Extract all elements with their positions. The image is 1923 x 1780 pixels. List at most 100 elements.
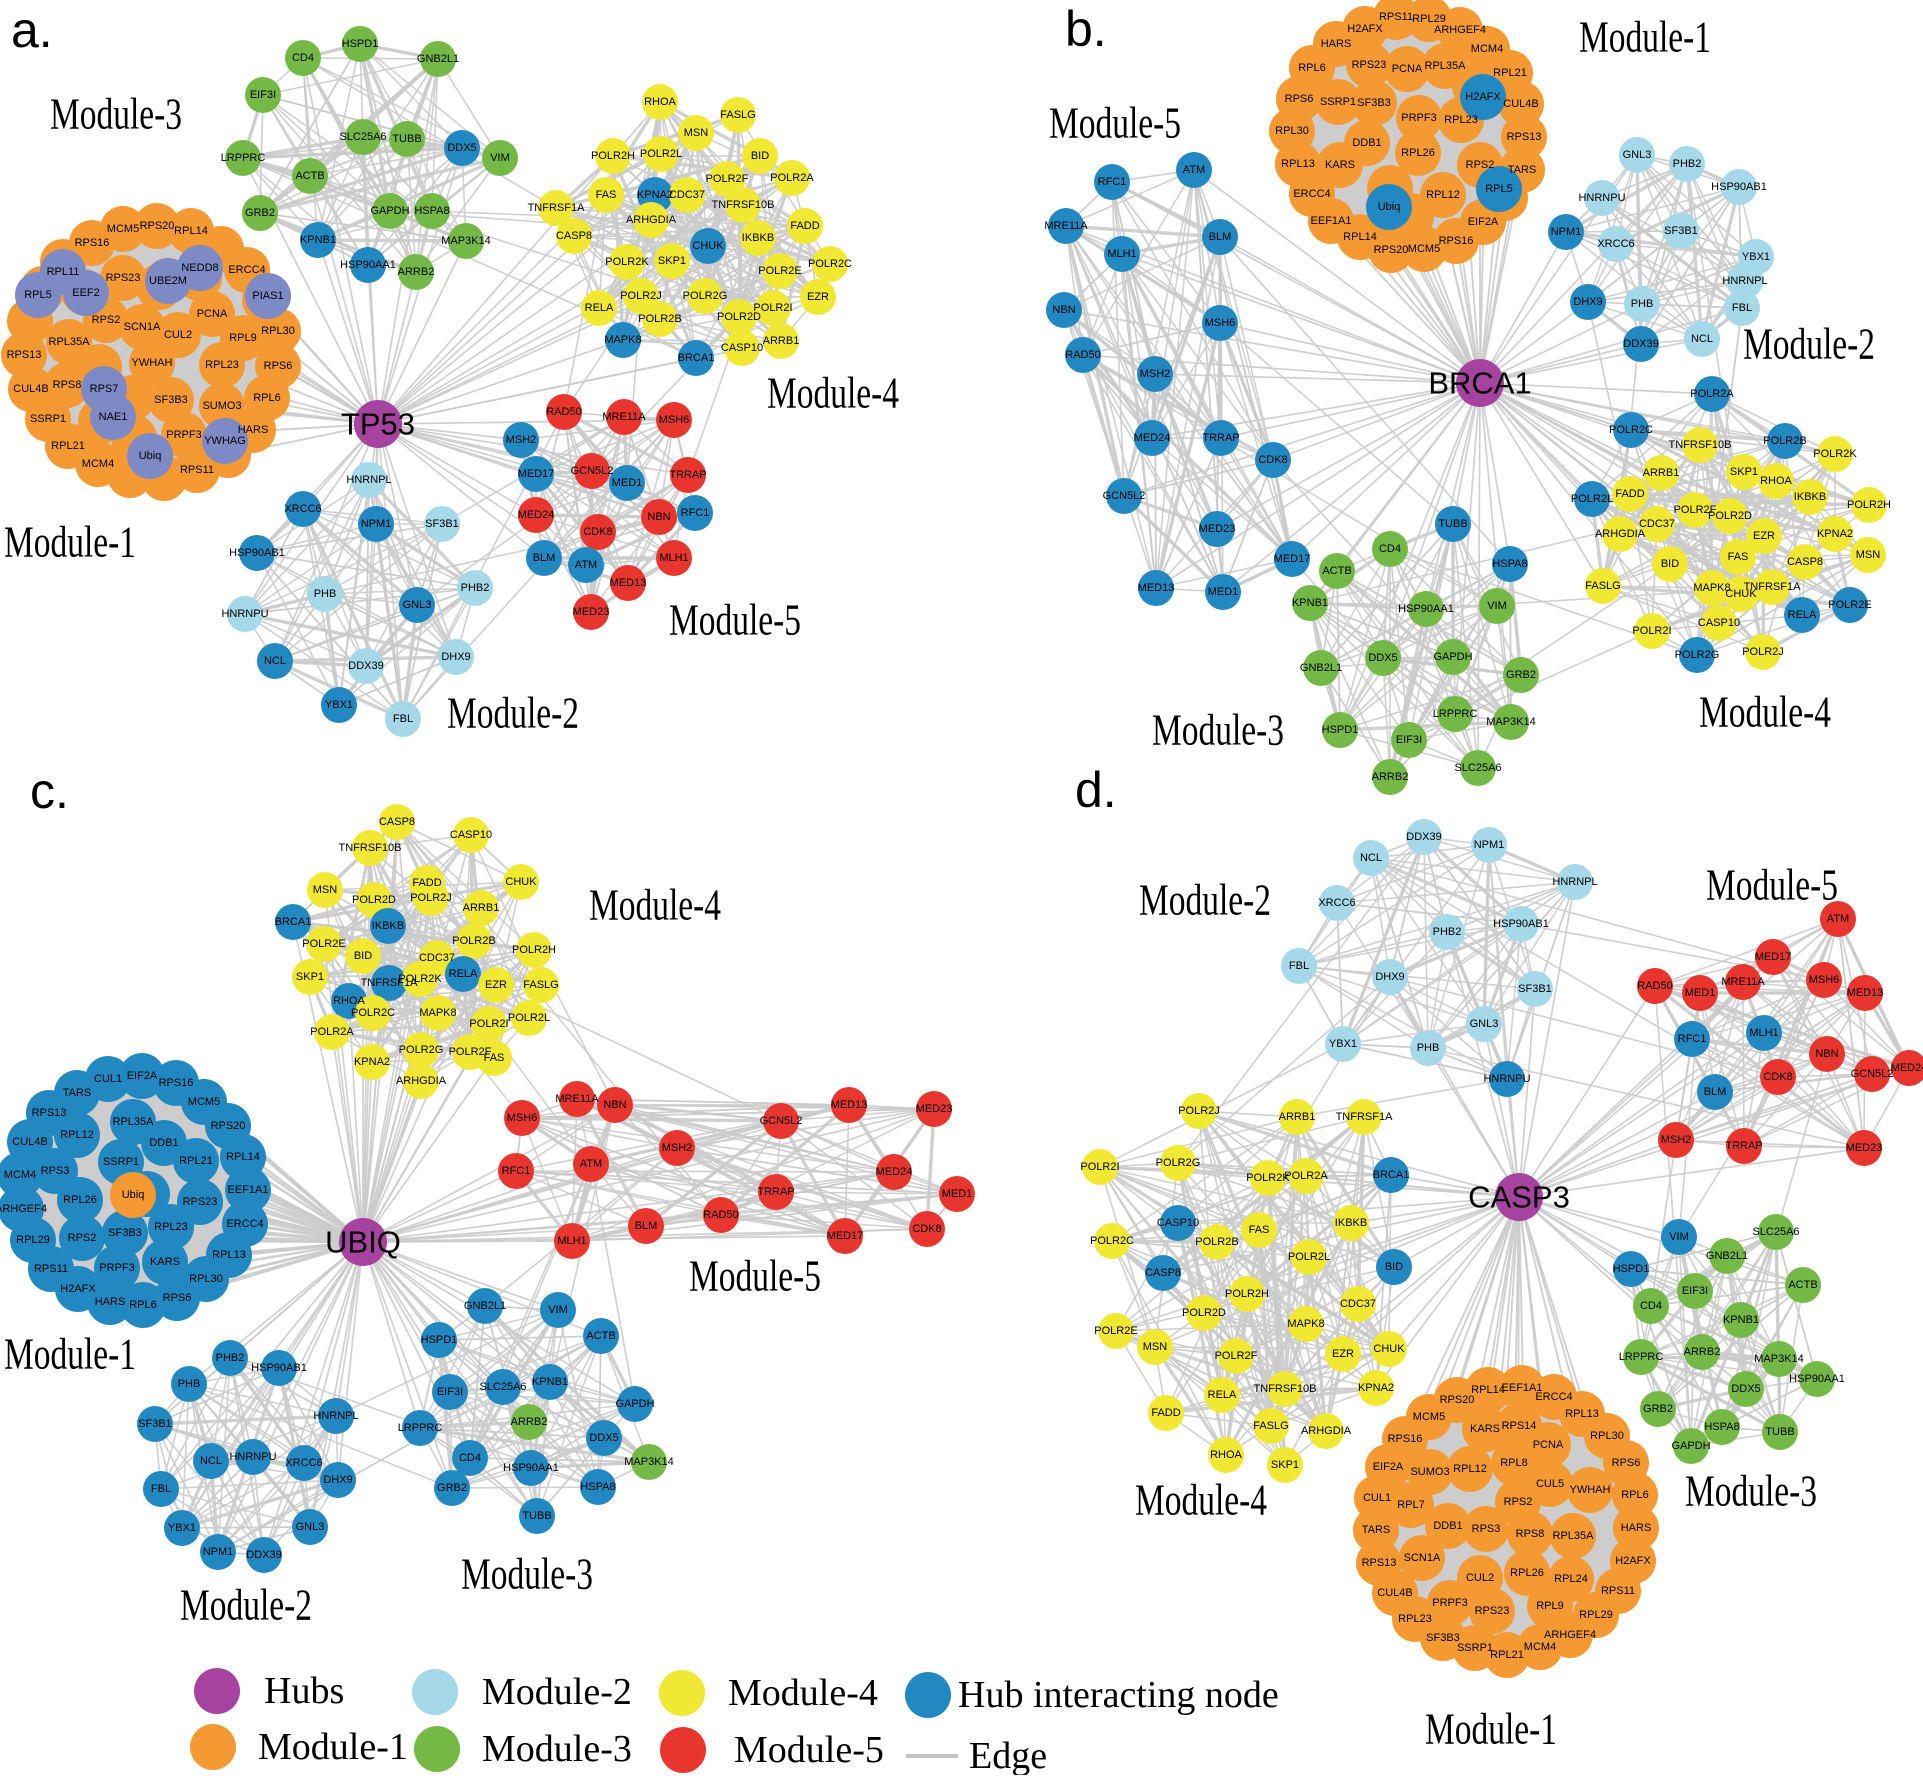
svg-text:XRCC6: XRCC6 <box>1318 897 1355 909</box>
svg-text:MED17: MED17 <box>518 468 555 480</box>
svg-text:TNFRSF1A: TNFRSF1A <box>528 202 586 214</box>
svg-text:RPS20: RPS20 <box>140 220 175 232</box>
svg-text:RPL35A: RPL35A <box>1425 60 1467 72</box>
svg-text:XRCC6: XRCC6 <box>285 1457 322 1469</box>
svg-text:MSN: MSN <box>1143 1341 1168 1353</box>
svg-text:ERCC4: ERCC4 <box>1293 188 1330 200</box>
svg-text:SF3B1: SF3B1 <box>425 518 459 530</box>
svg-text:YBX1: YBX1 <box>168 1522 196 1534</box>
svg-text:Module-1: Module-1 <box>4 518 136 567</box>
svg-text:RPL26: RPL26 <box>63 1194 97 1206</box>
svg-text:MSH2: MSH2 <box>506 434 537 446</box>
svg-text:CHUK: CHUK <box>692 240 724 252</box>
svg-text:GCN5L2: GCN5L2 <box>571 465 614 477</box>
svg-text:MED17: MED17 <box>827 1230 864 1242</box>
svg-text:FASLG: FASLG <box>720 109 755 121</box>
svg-text:PRPF3: PRPF3 <box>166 429 201 441</box>
svg-text:NBN: NBN <box>647 511 670 523</box>
svg-text:DDX39: DDX39 <box>246 1549 281 1561</box>
svg-text:MAPK8: MAPK8 <box>604 334 641 346</box>
svg-text:GNB2L1: GNB2L1 <box>1706 1250 1748 1262</box>
svg-text:RPL11: RPL11 <box>47 266 80 278</box>
svg-text:MRE11A: MRE11A <box>1721 976 1765 988</box>
svg-text:RPL21: RPL21 <box>1490 1649 1524 1661</box>
svg-text:TUBB: TUBB <box>522 1510 551 1522</box>
svg-text:Module-1: Module-1 <box>1579 13 1711 62</box>
svg-text:PRPF3: PRPF3 <box>99 1262 134 1274</box>
svg-text:TNFRSF1A: TNFRSF1A <box>1336 1111 1394 1123</box>
svg-text:POLR2G: POLR2G <box>683 290 728 302</box>
svg-text:EEF1A1: EEF1A1 <box>1502 1382 1543 1394</box>
svg-text:Module-1: Module-1 <box>1425 1705 1557 1754</box>
svg-text:Module-5: Module-5 <box>669 596 801 645</box>
svg-text:HSP90AB1: HSP90AB1 <box>1711 181 1767 193</box>
svg-text:SCN1A: SCN1A <box>1404 1552 1441 1564</box>
svg-text:MED24: MED24 <box>1891 1062 1923 1074</box>
svg-text:DDB1: DDB1 <box>149 1137 178 1149</box>
svg-text:SKP1: SKP1 <box>1271 1459 1299 1471</box>
svg-text:DDX39: DDX39 <box>1623 338 1658 350</box>
svg-text:MRE11A: MRE11A <box>555 1093 599 1105</box>
svg-text:ARRB2: ARRB2 <box>511 1416 548 1428</box>
svg-text:RPL29: RPL29 <box>1579 1609 1613 1621</box>
svg-text:Module-5: Module-5 <box>1049 99 1181 148</box>
svg-text:DDB1: DDB1 <box>1352 137 1381 149</box>
svg-text:EIF3I: EIF3I <box>1682 1285 1708 1297</box>
svg-text:RPS13: RPS13 <box>1362 1557 1397 1569</box>
svg-text:RPS11: RPS11 <box>1379 11 1413 23</box>
svg-text:BID: BID <box>1661 558 1679 570</box>
svg-text:VIM: VIM <box>1669 1231 1689 1243</box>
svg-text:CUL5: CUL5 <box>1536 1478 1564 1490</box>
svg-text:RPS2: RPS2 <box>68 1232 97 1244</box>
svg-text:POLR2B: POLR2B <box>638 313 681 325</box>
svg-text:RPS6: RPS6 <box>264 360 293 372</box>
svg-text:VIM: VIM <box>490 152 510 164</box>
svg-text:MCM5: MCM5 <box>1413 1411 1445 1423</box>
svg-text:ARHGEF4: ARHGEF4 <box>1544 1629 1596 1641</box>
svg-text:PIAS1: PIAS1 <box>252 290 283 302</box>
svg-text:HNRNPL: HNRNPL <box>1552 876 1597 888</box>
svg-text:CASP8: CASP8 <box>556 230 592 242</box>
svg-text:RPL23: RPL23 <box>205 359 239 371</box>
svg-text:RPL13: RPL13 <box>1281 158 1315 170</box>
svg-text:RPS16: RPS16 <box>75 237 110 249</box>
svg-text:CASP10: CASP10 <box>1157 1217 1199 1229</box>
svg-text:H2AFX: H2AFX <box>1347 23 1383 35</box>
svg-text:NAE1: NAE1 <box>99 411 128 423</box>
svg-text:GNB2L1: GNB2L1 <box>417 53 459 65</box>
svg-text:TNFRSF10B: TNFRSF10B <box>712 199 775 211</box>
svg-text:NPM1: NPM1 <box>361 518 392 530</box>
svg-text:POLR2I: POLR2I <box>1632 625 1671 637</box>
svg-text:MED13: MED13 <box>1847 987 1884 999</box>
svg-text:RPS20: RPS20 <box>1440 1394 1475 1406</box>
svg-text:POLR2J: POLR2J <box>1178 1105 1220 1117</box>
svg-text:VIM: VIM <box>1487 600 1507 612</box>
svg-text:PHB: PHB <box>1417 1042 1440 1054</box>
svg-text:FAS: FAS <box>1728 551 1749 563</box>
svg-text:DDB1: DDB1 <box>1433 1520 1462 1532</box>
svg-text:a.: a. <box>11 2 53 58</box>
svg-text:TRRAP: TRRAP <box>1202 432 1239 444</box>
svg-text:RPL5: RPL5 <box>1485 183 1513 195</box>
svg-text:EIF3I: EIF3I <box>437 1386 463 1398</box>
svg-text:Module-4: Module-4 <box>767 369 899 418</box>
svg-text:RFC1: RFC1 <box>681 507 710 519</box>
svg-text:Module-3: Module-3 <box>1152 706 1284 755</box>
svg-text:NCL: NCL <box>264 655 286 667</box>
svg-text:HSP90AB1: HSP90AB1 <box>1493 918 1549 930</box>
svg-text:TUBB: TUBB <box>1438 518 1467 530</box>
svg-text:NPM1: NPM1 <box>1551 226 1582 238</box>
svg-text:EZR: EZR <box>485 979 507 991</box>
svg-text:KPNA2: KPNA2 <box>1358 1382 1394 1394</box>
svg-text:ATM: ATM <box>580 1158 602 1170</box>
svg-text:MAP3K14: MAP3K14 <box>1754 1353 1804 1365</box>
svg-text:CUL4B: CUL4B <box>1377 1587 1412 1599</box>
svg-text:SF3B3: SF3B3 <box>1426 1632 1460 1644</box>
svg-text:DDX5: DDX5 <box>1368 652 1397 664</box>
svg-text:SUMO3: SUMO3 <box>1410 1466 1449 1478</box>
svg-text:RAD50: RAD50 <box>546 406 581 418</box>
svg-text:CDK8: CDK8 <box>583 526 612 538</box>
svg-text:DHX9: DHX9 <box>441 651 470 663</box>
svg-text:ARRB1: ARRB1 <box>1643 467 1680 479</box>
svg-text:RPL23: RPL23 <box>1444 114 1478 126</box>
